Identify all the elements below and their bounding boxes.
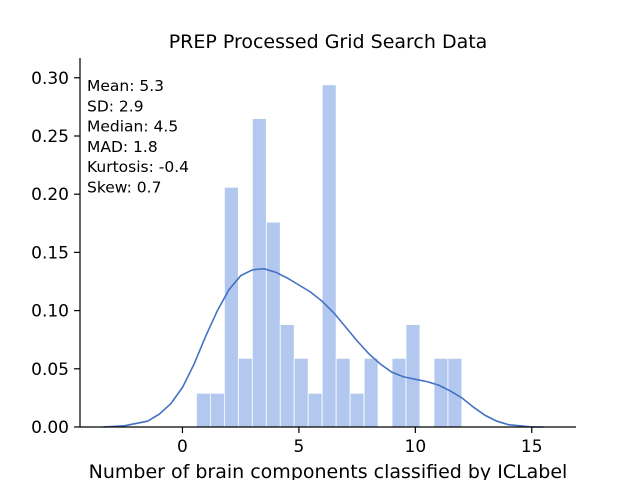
histogram-bar <box>349 392 365 428</box>
histogram-bar <box>335 357 351 428</box>
histogram-bar <box>321 84 337 428</box>
histogram-bar <box>251 118 267 428</box>
axes: 0 5 10 15 0.00 0.05 0.10 0.15 0.20 0.25 0.30 <box>31 58 576 457</box>
stats-line: MAD: 1.8 <box>87 138 158 156</box>
histogram-bar <box>196 392 211 428</box>
histogram-bar <box>307 392 323 428</box>
histogram-bar <box>265 221 281 428</box>
histogram-bar <box>447 357 463 428</box>
x-tick-label: 0 <box>177 437 188 457</box>
y-tick-label: 0.30 <box>31 69 69 89</box>
x-tick-label: 15 <box>521 437 543 457</box>
histogram-bar <box>293 357 309 428</box>
stats-annotation: Mean: 5.3 SD: 2.9 Median: 4.5 MAD: 1.8 Kurto… <box>87 77 189 197</box>
histogram-bar <box>223 186 239 428</box>
histogram-bar <box>405 324 421 428</box>
stats-line: Median: 4.5 <box>87 118 178 136</box>
chart-title: PREP Processed Grid Search Data <box>169 31 488 53</box>
stats-line: Kurtosis: -0.4 <box>87 158 189 176</box>
y-tick-label: 0.10 <box>31 302 69 322</box>
y-tick-label: 0.05 <box>31 360 69 380</box>
x-tick-label: 5 <box>293 437 304 457</box>
histogram-bar <box>363 357 379 428</box>
kde-line <box>103 267 544 428</box>
histogram-bar <box>433 357 449 428</box>
y-tick-label: 0.15 <box>31 243 69 263</box>
y-tick-label: 0.25 <box>31 127 69 147</box>
y-tick-label: 0.00 <box>31 418 69 438</box>
stats-line: Skew: 0.7 <box>87 179 161 197</box>
y-tick-label: 0.20 <box>31 185 69 205</box>
stats-line: SD: 2.9 <box>87 97 144 115</box>
histogram-bar <box>279 324 295 428</box>
histogram-bar <box>210 392 225 428</box>
histogram-bar <box>237 357 253 428</box>
histogram-bar <box>391 357 407 428</box>
histogram-bars <box>196 84 463 428</box>
stats-line: Mean: 5.3 <box>87 77 164 95</box>
x-axis-label: Number of brain components classified by… <box>89 461 568 480</box>
x-tick-label: 10 <box>405 437 427 457</box>
